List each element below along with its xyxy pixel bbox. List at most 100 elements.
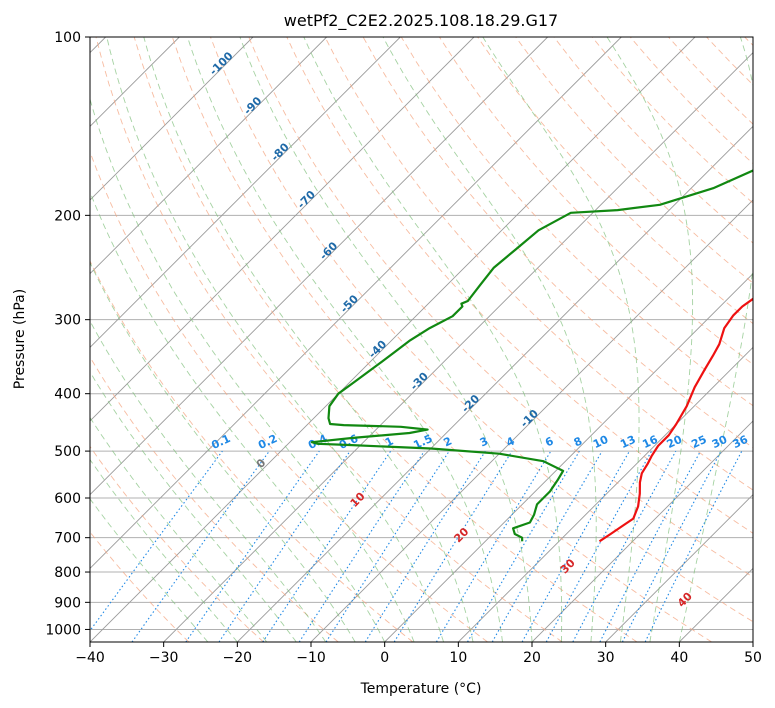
moist-adiabat-line	[678, 37, 753, 642]
x-tick-label: 30	[597, 650, 615, 666]
dry-adiabat-label: -100	[207, 49, 236, 78]
y-tick-label: 100	[54, 30, 81, 46]
mixing-ratio-line	[262, 450, 392, 642]
dry-adiabat-line	[286, 37, 753, 534]
mixing-ratio-label: 20	[665, 433, 685, 451]
moist-adiabat-line	[106, 37, 445, 642]
isotherm-line	[90, 37, 696, 642]
isotherm-line	[90, 37, 327, 275]
mixing-ratio-label: 36	[731, 433, 751, 451]
moist-adiabat-line	[303, 37, 563, 642]
moist-adiabat-line	[90, 261, 356, 642]
isotherm-line	[237, 125, 753, 642]
isotherm-line	[163, 52, 753, 642]
moist-adiabat-line	[187, 37, 503, 642]
isotherm-line	[90, 37, 548, 496]
dry-adiabat-label: -90	[241, 94, 264, 117]
mixing-ratio-label: 8	[572, 434, 584, 449]
moist-adiabat-line	[90, 416, 268, 642]
mixing-ratio-line	[218, 450, 351, 642]
mixing-ratio-line	[521, 450, 630, 642]
y-axis-title: Pressure (hPa)	[12, 289, 28, 389]
dry-adiabat-line	[90, 445, 264, 642]
pressure-gridlines	[90, 37, 753, 630]
y-tick-label: 200	[54, 208, 81, 224]
moist-adiabat-line	[90, 320, 327, 642]
x-tick-label: −10	[296, 650, 326, 666]
dry-adiabat-line	[744, 37, 753, 47]
dry-adiabat-label: 10	[348, 490, 368, 510]
mixing-ratio-line	[364, 450, 486, 642]
isotherm-lines	[90, 37, 753, 642]
x-tick-label: 40	[670, 650, 688, 666]
moist-adiabat-line	[90, 190, 386, 642]
dry-adiabat-label: 40	[675, 590, 695, 610]
dry-adiabat-line	[90, 356, 339, 642]
y-tick-label: 600	[54, 491, 81, 507]
isotherm-line	[605, 494, 753, 642]
isotherm-line	[752, 641, 753, 642]
dry-adiabat-line	[90, 259, 414, 642]
dry-adiabat-label: -50	[338, 292, 361, 315]
mixing-ratio-line	[599, 450, 701, 642]
mixing-ratio-line	[545, 450, 653, 642]
x-tick-label: −20	[223, 650, 253, 666]
dry-adiabat-line	[515, 37, 753, 284]
y-tick-label: 400	[54, 387, 81, 403]
isotherm-line	[90, 37, 401, 348]
mixing-ratio-line	[644, 450, 743, 642]
dry-adiabat-line	[591, 37, 753, 204]
moist-adiabat-line	[90, 371, 297, 642]
y-tick-label: 800	[54, 565, 81, 581]
dry-adiabat-line	[248, 37, 753, 578]
series-group	[310, 168, 753, 543]
mixing-ratio-label: 13	[618, 433, 637, 451]
x-axis-title: Temperature (°C)	[360, 681, 482, 697]
isotherm-line	[679, 567, 753, 642]
x-tick-label: 20	[523, 650, 541, 666]
y-tick-label: 700	[54, 531, 81, 547]
mixing-ratio-line	[467, 450, 580, 642]
mixing-ratio-line	[325, 450, 450, 642]
dry-adiabat-line	[133, 37, 638, 642]
mixing-ratio-label: 10	[591, 433, 611, 451]
x-axis: −40 −30 −20 −10 0 10 20 30 40 50	[75, 642, 762, 666]
moist-adiabat-line	[382, 37, 597, 642]
temperature-profile-line	[598, 297, 753, 543]
dry-adiabat-label: -10	[518, 407, 541, 430]
mixing-ratio-label: 3	[478, 434, 490, 449]
mixing-ratio-line	[185, 450, 320, 642]
dry-adiabat-line	[90, 531, 190, 642]
mixing-ratio-label: 30	[710, 433, 730, 451]
dry-adiabat-line	[553, 37, 753, 244]
dry-adiabat-line	[210, 37, 753, 623]
moist-adiabat-line	[90, 498, 209, 642]
plot-frame	[89, 36, 754, 643]
mixing-ratio-label: 6	[543, 434, 556, 449]
reference-line-labels: 0.1 0.2 0.4 0.6 1 1.5 2 3 4 6 8 10 13 16 20 25 30 36-100-…	[207, 49, 750, 610]
mixing-ratio-label: 0.1	[209, 432, 232, 452]
isotherm-line	[458, 346, 753, 642]
moist-adiabat-line	[90, 97, 415, 642]
dry-adiabat-lines	[90, 37, 753, 642]
dry-adiabat-line	[90, 150, 488, 642]
dry-adiabat-label: -70	[295, 188, 318, 211]
dry-adiabat-label: -30	[408, 370, 431, 393]
y-tick-label: 500	[54, 444, 81, 460]
y-tick-label: 900	[54, 595, 81, 611]
dry-adiabat-line	[706, 37, 753, 86]
dry-adiabat-label: -20	[459, 392, 482, 415]
x-tick-label: −30	[149, 650, 179, 666]
dry-adiabat-line	[95, 37, 563, 642]
isotherm-line	[531, 420, 753, 642]
dry-adiabat-label: -80	[269, 140, 292, 163]
mixing-ratio-line	[393, 450, 513, 642]
moist-adiabat-line	[606, 37, 694, 642]
moist-adiabat-lines	[90, 37, 753, 642]
mixing-ratio-line	[572, 450, 677, 642]
mixing-ratio-line	[131, 450, 270, 642]
mixing-ratio-label: 16	[640, 433, 660, 451]
mixing-ratio-lines	[90, 450, 743, 642]
